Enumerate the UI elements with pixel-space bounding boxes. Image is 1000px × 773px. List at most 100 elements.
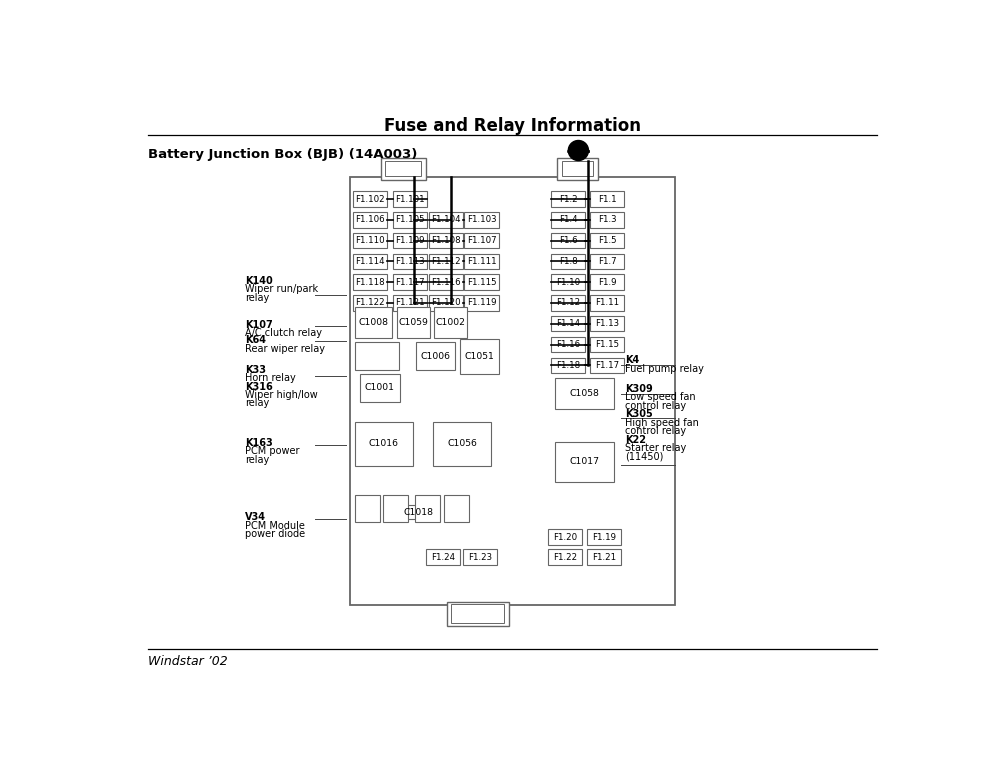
Bar — [587, 530, 621, 545]
Text: F1.121: F1.121 — [395, 298, 425, 308]
Bar — [429, 295, 463, 311]
Bar — [551, 274, 585, 290]
Text: F1.102: F1.102 — [355, 195, 385, 203]
Text: C1059: C1059 — [398, 318, 428, 327]
Bar — [429, 254, 463, 269]
Text: K316: K316 — [245, 382, 273, 391]
Bar — [464, 212, 499, 227]
Bar — [551, 212, 585, 227]
Text: (11450): (11450) — [625, 451, 663, 461]
Text: K140: K140 — [245, 276, 273, 286]
Bar — [385, 161, 421, 176]
Text: K107: K107 — [245, 320, 273, 330]
Text: F1.22: F1.22 — [553, 553, 577, 561]
Text: Wiper run/park: Wiper run/park — [245, 284, 318, 295]
Text: F1.11: F1.11 — [595, 298, 619, 308]
Text: K163: K163 — [245, 438, 273, 448]
Text: F1.12: F1.12 — [556, 298, 580, 308]
Text: F1.1: F1.1 — [598, 195, 616, 203]
Bar — [353, 192, 387, 206]
Text: V34: V34 — [245, 512, 266, 523]
Bar — [383, 495, 408, 523]
Text: power diode: power diode — [245, 530, 305, 540]
Text: F1.18: F1.18 — [556, 361, 580, 369]
Text: Battery Junction Box (BJB) (14A003): Battery Junction Box (BJB) (14A003) — [148, 148, 418, 161]
Bar — [397, 307, 430, 338]
Bar — [415, 495, 440, 523]
Bar — [590, 337, 624, 352]
Bar — [360, 374, 400, 401]
Text: F1.118: F1.118 — [355, 278, 385, 287]
Text: Starter relay: Starter relay — [625, 443, 686, 453]
Bar — [464, 274, 499, 290]
Text: Windstar ’02: Windstar ’02 — [148, 655, 228, 668]
Bar — [393, 274, 427, 290]
Bar — [463, 550, 497, 565]
Text: control relay: control relay — [625, 426, 686, 436]
Bar — [590, 192, 624, 206]
Bar — [444, 495, 469, 523]
Text: K305: K305 — [625, 409, 653, 419]
Text: C1008: C1008 — [359, 318, 389, 327]
Text: F1.13: F1.13 — [595, 319, 619, 329]
Bar — [429, 233, 463, 248]
Text: F1.20: F1.20 — [553, 533, 577, 542]
Text: relay: relay — [245, 398, 269, 408]
Text: Low speed fan: Low speed fan — [625, 392, 696, 402]
Circle shape — [568, 141, 588, 161]
Bar — [590, 316, 624, 332]
Bar — [590, 295, 624, 311]
Bar — [353, 212, 387, 227]
Bar — [393, 254, 427, 269]
Bar — [429, 274, 463, 290]
Text: F1.9: F1.9 — [598, 278, 616, 287]
Bar — [416, 342, 455, 370]
Bar — [353, 233, 387, 248]
Bar — [551, 233, 585, 248]
Bar — [355, 495, 380, 523]
Text: F1.7: F1.7 — [598, 257, 616, 266]
Text: K64: K64 — [245, 335, 266, 346]
Text: C1051: C1051 — [464, 352, 494, 361]
Text: C1056: C1056 — [447, 439, 477, 448]
Text: F1.24: F1.24 — [431, 553, 455, 561]
Text: F1.114: F1.114 — [355, 257, 385, 266]
Text: Rear wiper relay: Rear wiper relay — [245, 344, 325, 354]
Text: F1.21: F1.21 — [592, 553, 616, 561]
Text: F1.112: F1.112 — [431, 257, 461, 266]
Text: C1017: C1017 — [570, 457, 600, 466]
Text: F1.5: F1.5 — [598, 236, 616, 245]
Bar — [355, 342, 399, 370]
Bar — [433, 421, 491, 466]
Text: F1.105: F1.105 — [395, 216, 425, 224]
Text: F1.15: F1.15 — [595, 340, 619, 349]
Bar — [551, 337, 585, 352]
Text: F1.111: F1.111 — [467, 257, 496, 266]
Bar — [590, 358, 624, 373]
Bar — [393, 295, 427, 311]
Bar — [590, 212, 624, 227]
Bar — [464, 295, 499, 311]
Text: C1006: C1006 — [421, 352, 451, 360]
Text: K33: K33 — [245, 365, 266, 375]
Bar — [551, 295, 585, 311]
Text: F1.14: F1.14 — [556, 319, 580, 329]
Bar — [355, 307, 392, 338]
Bar — [381, 158, 426, 180]
Text: PCM Module: PCM Module — [245, 521, 305, 531]
Text: Horn relay: Horn relay — [245, 373, 296, 383]
Text: F1.120: F1.120 — [431, 298, 461, 308]
Text: Fuel pump relay: Fuel pump relay — [625, 364, 704, 374]
Text: F1.23: F1.23 — [468, 553, 492, 561]
Bar — [590, 274, 624, 290]
Bar — [587, 550, 621, 565]
Bar — [393, 233, 427, 248]
Text: F1.2: F1.2 — [559, 195, 578, 203]
Text: F1.109: F1.109 — [395, 236, 425, 245]
Bar — [548, 550, 582, 565]
Text: F1.119: F1.119 — [467, 298, 496, 308]
Text: relay: relay — [245, 455, 269, 465]
Text: F1.115: F1.115 — [467, 278, 496, 287]
Text: A/C clutch relay: A/C clutch relay — [245, 329, 322, 339]
Text: C1018: C1018 — [404, 508, 434, 516]
